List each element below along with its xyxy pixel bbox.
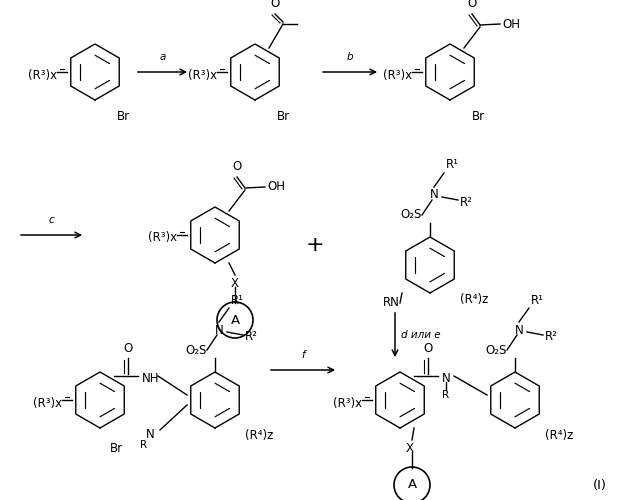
Text: O₂S: O₂S	[486, 344, 507, 356]
Text: (R³)x: (R³)x	[188, 68, 217, 82]
Text: Br: Br	[472, 110, 485, 123]
Text: O: O	[271, 0, 280, 10]
Text: N: N	[215, 324, 223, 336]
Text: +: +	[306, 235, 324, 255]
Text: OH: OH	[267, 180, 285, 194]
Text: (R³)x: (R³)x	[28, 68, 57, 82]
Text: (R³)x: (R³)x	[148, 232, 177, 244]
Text: R¹: R¹	[231, 294, 244, 306]
Text: Br: Br	[110, 442, 123, 455]
Text: N: N	[514, 324, 524, 336]
Text: R²: R²	[545, 330, 558, 344]
Text: R²: R²	[460, 196, 473, 208]
Text: (I): (I)	[593, 478, 607, 492]
Text: (R⁴)z: (R⁴)z	[545, 428, 573, 442]
Text: O: O	[232, 160, 241, 173]
Text: N: N	[146, 428, 155, 442]
Text: (R⁴)z: (R⁴)z	[245, 428, 274, 442]
Text: R¹: R¹	[531, 294, 544, 306]
Text: (R⁴)z: (R⁴)z	[460, 294, 488, 306]
Text: A: A	[230, 314, 240, 326]
Text: c: c	[49, 215, 54, 225]
Text: OH: OH	[502, 18, 520, 30]
Text: O₂S: O₂S	[186, 344, 207, 356]
Text: X: X	[406, 442, 414, 455]
Text: f: f	[301, 350, 305, 360]
Text: X: X	[231, 277, 239, 290]
Text: N: N	[430, 188, 438, 202]
Text: a: a	[159, 52, 166, 62]
Text: O: O	[423, 342, 433, 355]
Text: R: R	[442, 390, 449, 400]
Text: (R³)x: (R³)x	[33, 396, 62, 409]
Text: O: O	[467, 0, 477, 10]
Text: b: b	[347, 52, 353, 62]
Text: R: R	[140, 440, 147, 450]
Text: O₂S: O₂S	[400, 208, 422, 222]
Text: N: N	[442, 372, 451, 384]
Text: O: O	[123, 342, 132, 355]
Text: NH: NH	[142, 372, 160, 384]
Text: Br: Br	[117, 110, 130, 123]
Text: (R³)x: (R³)x	[383, 68, 412, 82]
Text: RN: RN	[383, 296, 400, 310]
Text: (R³)x: (R³)x	[333, 396, 362, 409]
Text: Br: Br	[277, 110, 290, 123]
Text: A: A	[407, 478, 417, 492]
Text: d или e: d или e	[401, 330, 441, 340]
Text: R²: R²	[245, 330, 258, 344]
Text: R¹: R¹	[446, 158, 459, 172]
